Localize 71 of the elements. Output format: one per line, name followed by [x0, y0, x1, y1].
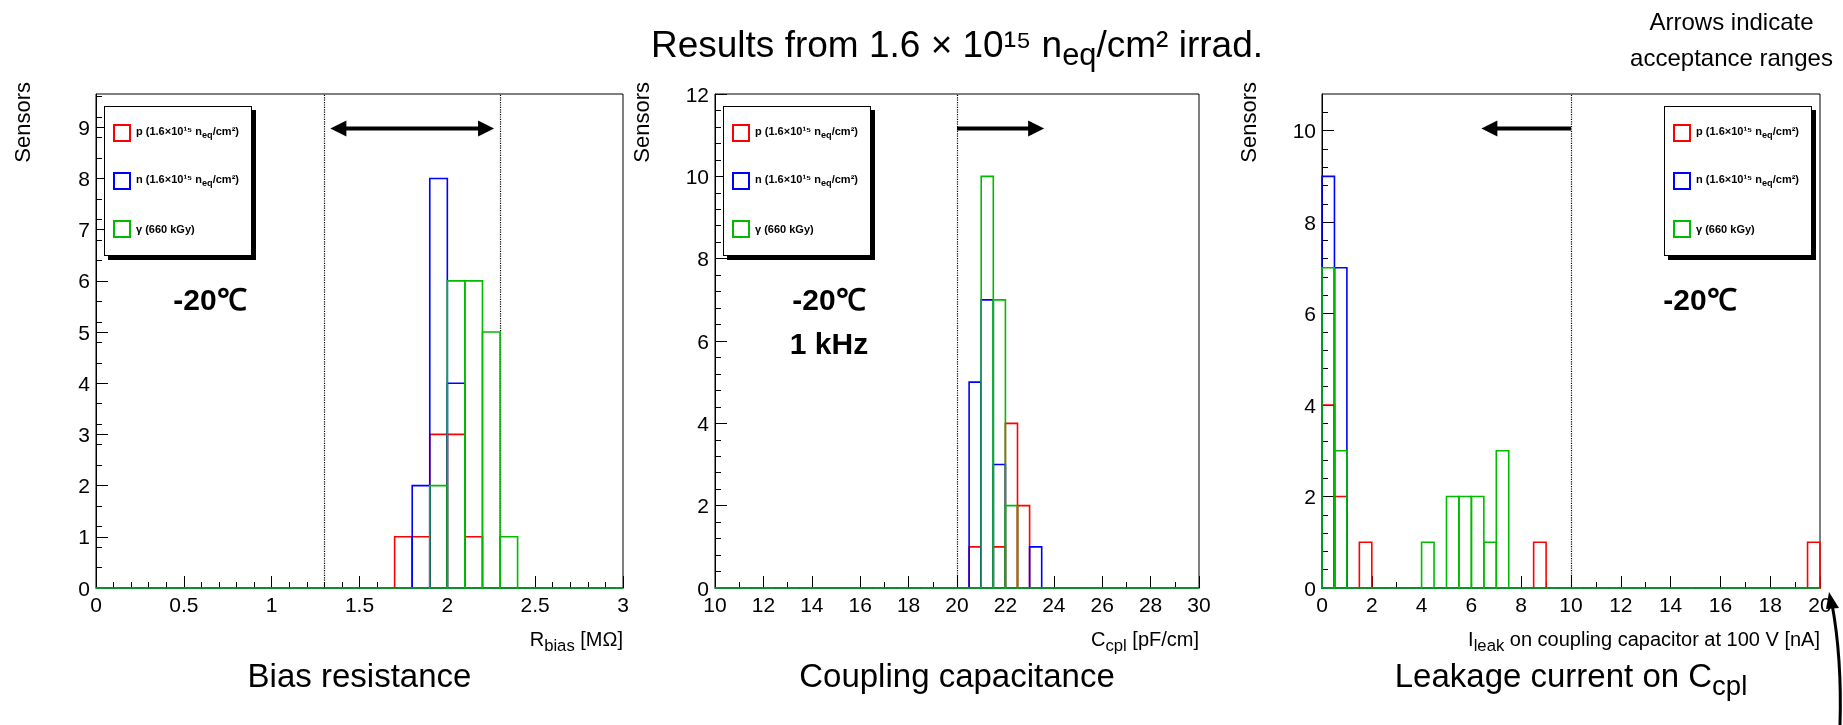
x-tick-label: 18	[1758, 593, 1782, 616]
y-tick-label: 6	[697, 329, 709, 353]
x-tick-label: 6	[1465, 593, 1478, 616]
legend-label: γ (660 kGy)	[755, 223, 814, 235]
x-axis-title: C$_{cpl}$ [pF/cm]	[1091, 628, 1199, 656]
x-tick-label: 12	[1609, 593, 1633, 616]
x-tick-label: 14	[1658, 593, 1683, 616]
x-tick-label: 8	[1515, 593, 1528, 616]
y-tick-label: 5	[78, 320, 90, 344]
y-tick-label: 3	[78, 422, 90, 446]
x-tick-label: 0.5	[169, 593, 199, 616]
x-tick-label: 1	[265, 593, 278, 616]
x-tick-label: 16	[848, 593, 872, 616]
y-tick-label: 4	[1304, 393, 1317, 417]
text: Bias resistance	[246, 657, 473, 695]
chart-subtitle: Results from 1.6 × 10¹⁵ n$_{eq}$/cm² irrad.	[650, 24, 1264, 74]
y-tick-label: 6	[78, 269, 90, 293]
x-tick-label: 24	[1042, 593, 1066, 616]
x-tick-label: 28	[1138, 593, 1163, 616]
x-tick-label: 12	[751, 593, 776, 616]
x-tick-label: 16	[1708, 593, 1733, 616]
legend-label: p (1.6×10¹⁵ n$_{eq}$/cm²)	[1696, 125, 1799, 141]
y-tick-label: 7	[78, 218, 90, 242]
legend-label: n (1.6×10¹⁵ n$_{eq}$/cm²)	[136, 173, 239, 189]
legend-label: n (1.6×10¹⁵ n$_{eq}$/cm²)	[755, 173, 858, 189]
x-tick-label: 1.5	[344, 593, 375, 616]
x-tick-label: 22	[993, 593, 1018, 616]
x-tick-label: 10	[1559, 593, 1583, 616]
y-tick-label: 2	[78, 474, 90, 498]
x-tick-label: 2.5	[520, 593, 550, 616]
x-axis-title: R$_{bias}$ [MΩ]	[529, 628, 623, 656]
y-tick-label: 4	[78, 371, 91, 395]
x-tick-label: 2	[1365, 593, 1378, 616]
y-axis-title: Sensors	[10, 82, 36, 163]
y-tick-label: 10	[685, 164, 709, 188]
y-tick-label: 12	[685, 82, 709, 106]
legend-label: n (1.6×10¹⁵ n$_{eq}$/cm²)	[1696, 173, 1799, 189]
legend-label: γ (660 kGy)	[136, 223, 195, 235]
y-tick-label: 6	[1304, 302, 1316, 326]
y-tick-label: 8	[697, 247, 709, 271]
x-tick-label: 20	[945, 593, 969, 616]
x-tick-label: 14	[800, 593, 824, 616]
y-axis-title: Sensors	[1236, 82, 1262, 163]
x-tick-label: 30	[1187, 593, 1211, 616]
annotation: -20℃	[172, 282, 248, 318]
y-tick-label: 1	[78, 525, 90, 549]
y-tick-label: 2	[1304, 485, 1316, 509]
x-tick-label: 3	[617, 593, 629, 616]
annotation: -20℃	[1662, 282, 1738, 318]
x-tick-label: 18	[896, 593, 921, 616]
legend-label: γ (660 kGy)	[1696, 223, 1755, 235]
x-tick-label: 4	[1415, 593, 1428, 616]
y-tick-label: 9	[78, 115, 90, 139]
x-tick-label: 2	[441, 593, 454, 616]
y-tick-label: 0	[78, 576, 90, 600]
y-tick-label: 4	[697, 411, 710, 435]
text: Leakage current on C$_{cpl}$	[1393, 657, 1749, 702]
chart-subtitle: Arrows indicate acceptance ranges	[1629, 7, 1834, 73]
legend-label: p (1.6×10¹⁵ n$_{eq}$/cm²)	[136, 125, 239, 141]
y-tick-label: 2	[697, 494, 709, 518]
y-tick-label: 10	[1292, 119, 1316, 143]
text: Coupling capacitance	[798, 657, 1116, 695]
x-axis-title: I$_{leak}$ on coupling capacitor at 100 V [nA]	[1468, 628, 1820, 656]
y-tick-label: 8	[78, 166, 90, 190]
annotation: 1 kHz	[788, 326, 870, 362]
annotation: -20℃	[791, 282, 867, 318]
y-tick-label: 8	[1304, 210, 1316, 234]
legend-label: p (1.6×10¹⁵ n$_{eq}$/cm²)	[755, 125, 858, 141]
y-axis-title: Sensors	[629, 82, 655, 163]
x-tick-label: 26	[1090, 593, 1114, 616]
y-tick-label: 0	[1304, 576, 1316, 600]
